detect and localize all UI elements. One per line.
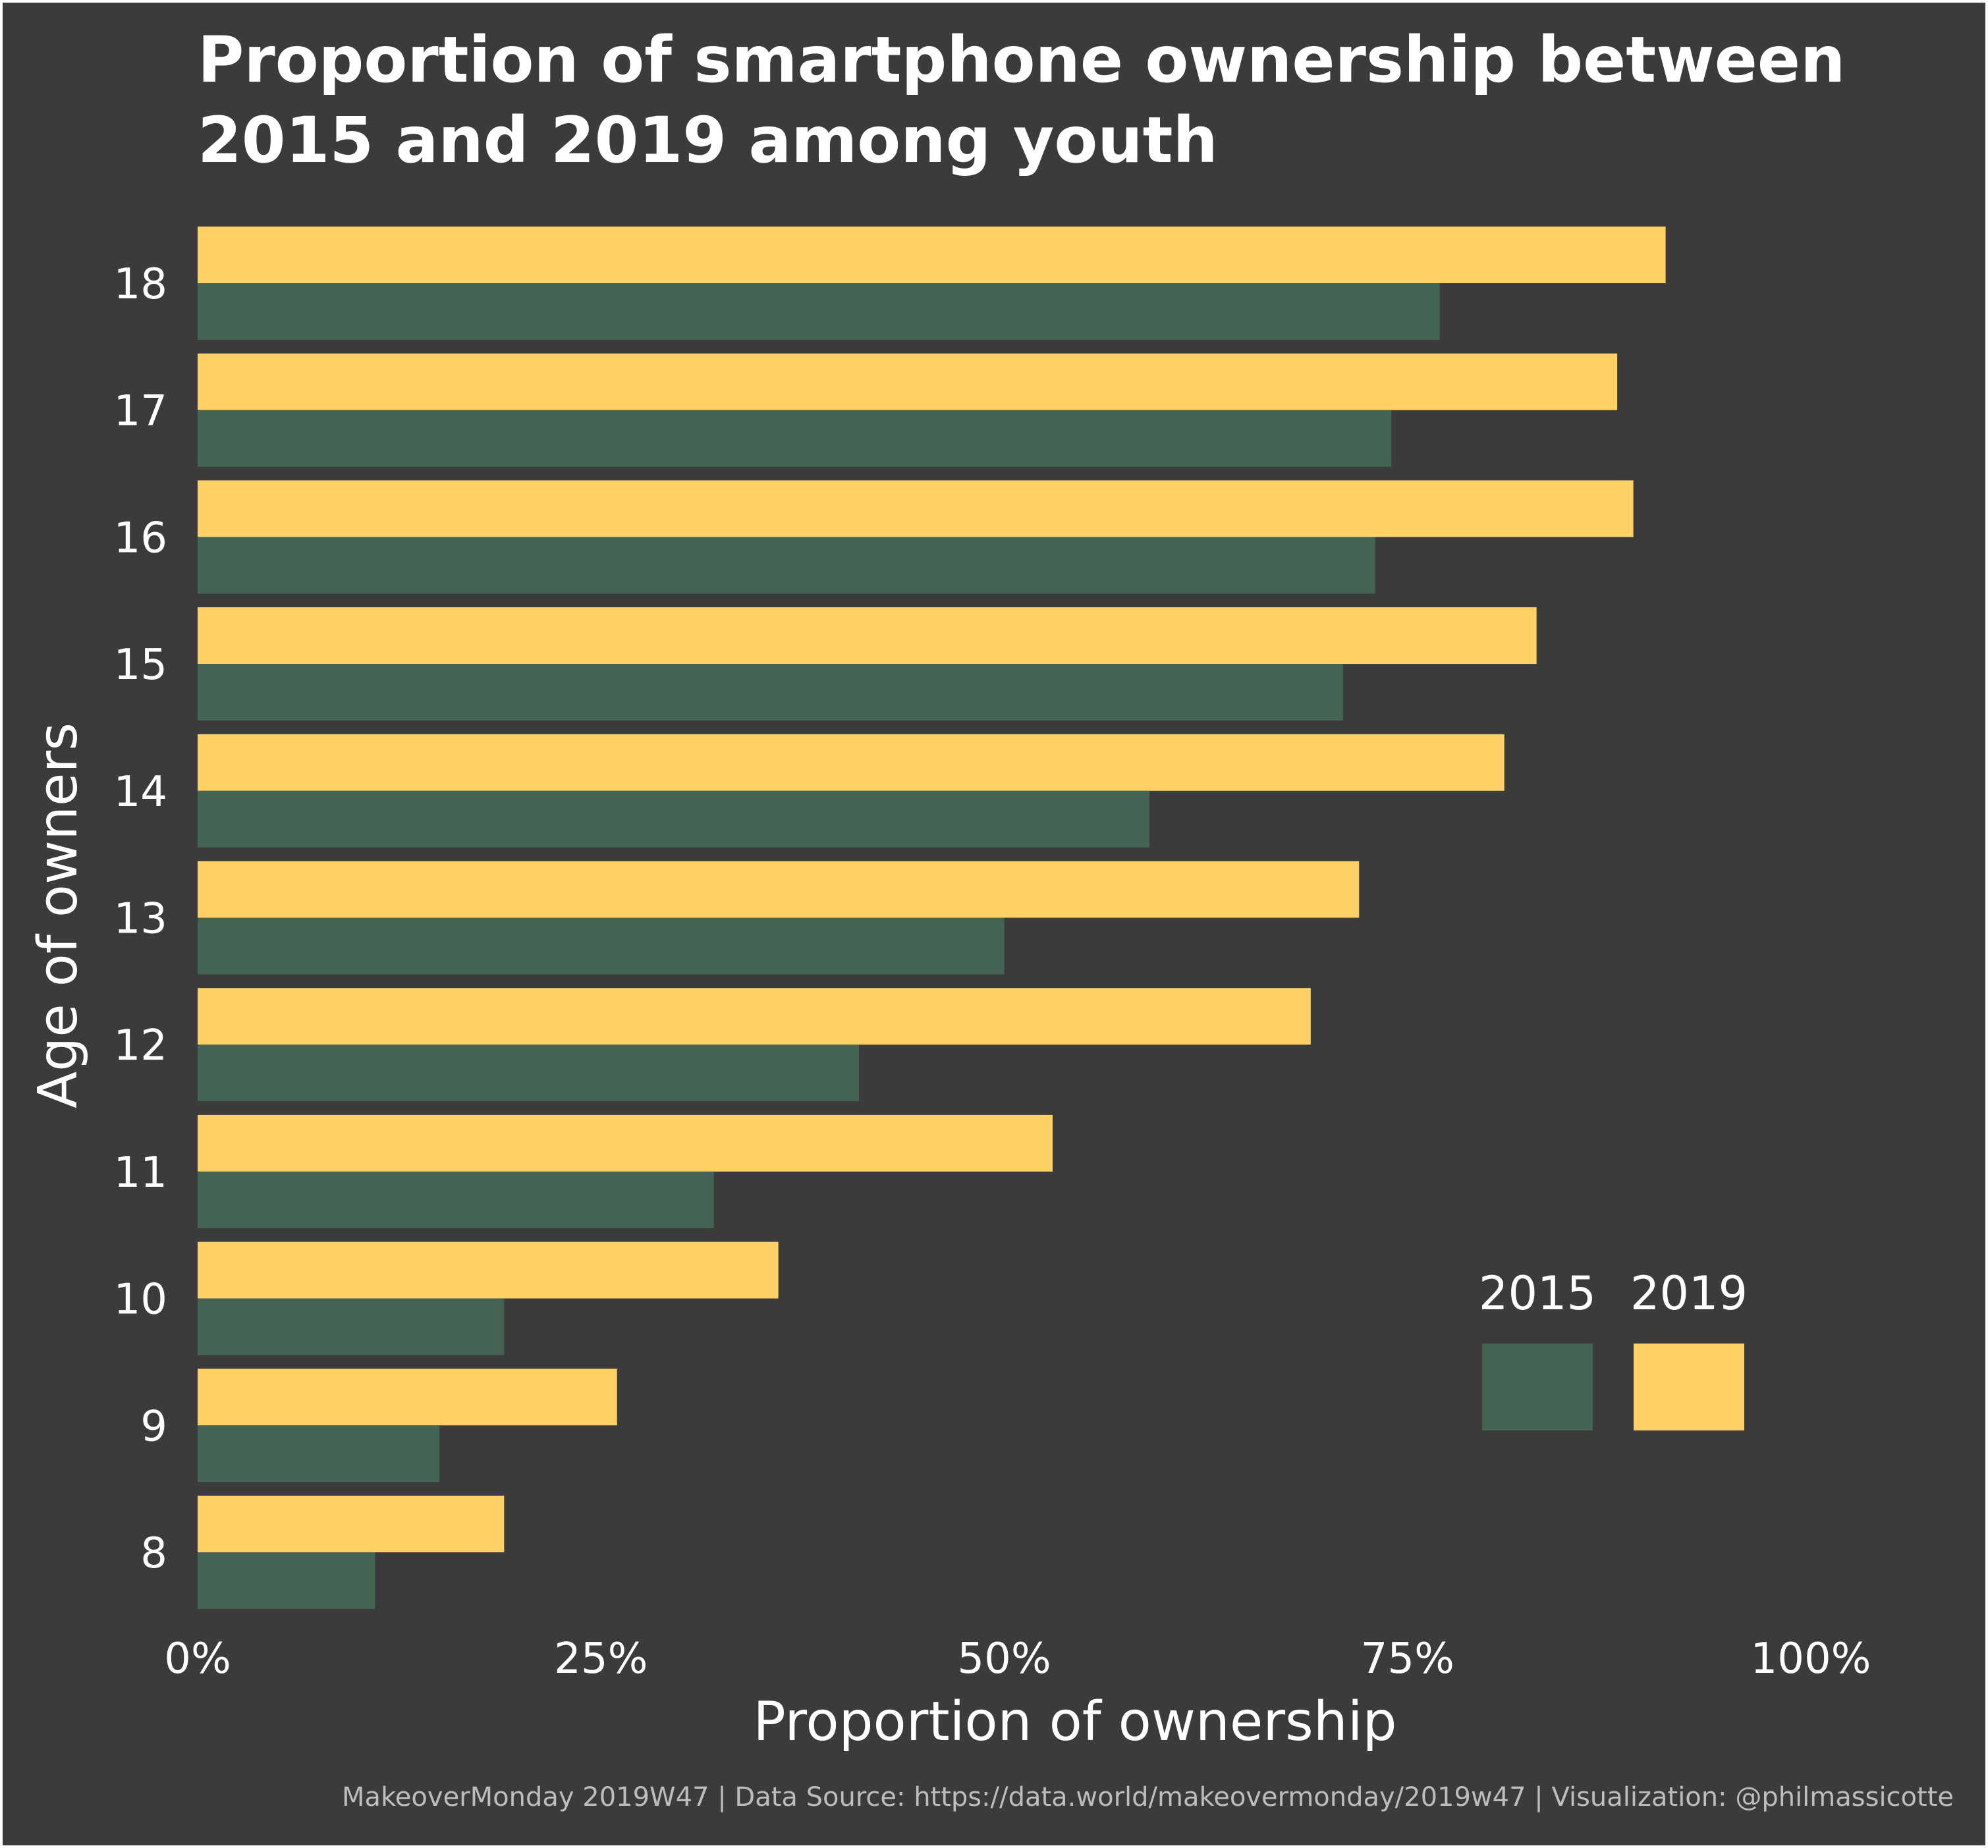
legend-key-2019 (1634, 1344, 1744, 1430)
bar-2015-age-13 (198, 917, 1005, 975)
x-tick-labels: 0% 25% 50% 75% 100% (164, 1635, 1871, 1683)
chart-title-line-1: Proportion of smartphone ownership betwe… (198, 23, 1845, 97)
y-tick-label-9: 9 (140, 1402, 167, 1451)
y-tick-label-14: 14 (114, 768, 167, 817)
y-tick-label-13: 13 (114, 895, 167, 944)
x-axis-title: Proportion of ownership (753, 1691, 1396, 1753)
x-tick-label-0-25: 25% (554, 1635, 648, 1683)
bar-2015-age-14 (198, 790, 1149, 848)
bar-2015-age-11 (198, 1171, 714, 1228)
legend-label-2019: 2019 (1630, 1266, 1748, 1320)
y-tick-label-15: 15 (114, 641, 167, 690)
bar-2015-age-16 (198, 537, 1375, 594)
chart-caption: MakeoverMonday 2019W47 | Data Source: ht… (342, 1782, 1954, 1812)
bar-2019-age-12 (198, 988, 1311, 1045)
y-tick-labels: 8 9 10 11 12 13 14 15 16 17 18 (114, 260, 167, 1578)
bar-2015-age-10 (198, 1298, 505, 1355)
bar-2019-age-13 (198, 861, 1360, 918)
bar-2015-age-12 (198, 1045, 860, 1102)
legend-key-2015 (1482, 1344, 1593, 1430)
bar-2015-age-9 (198, 1425, 440, 1482)
bar-2019-age-9 (198, 1369, 617, 1426)
x-tick-label-0-75: 75% (1361, 1635, 1454, 1683)
bar-2019-age-17 (198, 353, 1618, 410)
x-tick-label-1: 100% (1751, 1635, 1871, 1683)
y-tick-label-17: 17 (114, 387, 167, 436)
legend-label-2015: 2015 (1479, 1266, 1596, 1320)
x-tick-label-0-5: 50% (957, 1635, 1051, 1683)
y-tick-label-8: 8 (140, 1529, 167, 1578)
bar-2019-age-14 (198, 734, 1505, 791)
x-tick-label-0: 0% (164, 1635, 231, 1683)
bar-2015-age-18 (198, 283, 1440, 340)
legend: 2015 2019 (1479, 1266, 1748, 1430)
bar-2019-age-11 (198, 1114, 1053, 1172)
y-tick-label-18: 18 (114, 260, 167, 309)
bar-2015-age-8 (198, 1552, 375, 1609)
y-tick-label-12: 12 (114, 1021, 167, 1070)
bar-2019-age-10 (198, 1241, 779, 1299)
bars-group (198, 227, 1666, 1609)
chart-svg: Proportion of smartphone ownership betwe… (27, 23, 1954, 1812)
bar-2019-age-16 (198, 480, 1634, 537)
bar-2019-age-8 (198, 1496, 505, 1552)
y-tick-label-11: 11 (114, 1149, 167, 1197)
y-tick-label-16: 16 (114, 514, 167, 562)
bar-2015-age-17 (198, 410, 1392, 467)
bar-2015-age-15 (198, 664, 1343, 721)
y-tick-label-10: 10 (114, 1276, 167, 1324)
y-axis-title: Age of owners (27, 722, 90, 1108)
chart-frame: Proportion of smartphone ownership betwe… (3, 3, 1985, 1845)
bar-2019-age-18 (198, 227, 1666, 283)
chart-title-line-2: 2015 and 2019 among youth (198, 103, 1218, 177)
bar-2019-age-15 (198, 607, 1537, 665)
